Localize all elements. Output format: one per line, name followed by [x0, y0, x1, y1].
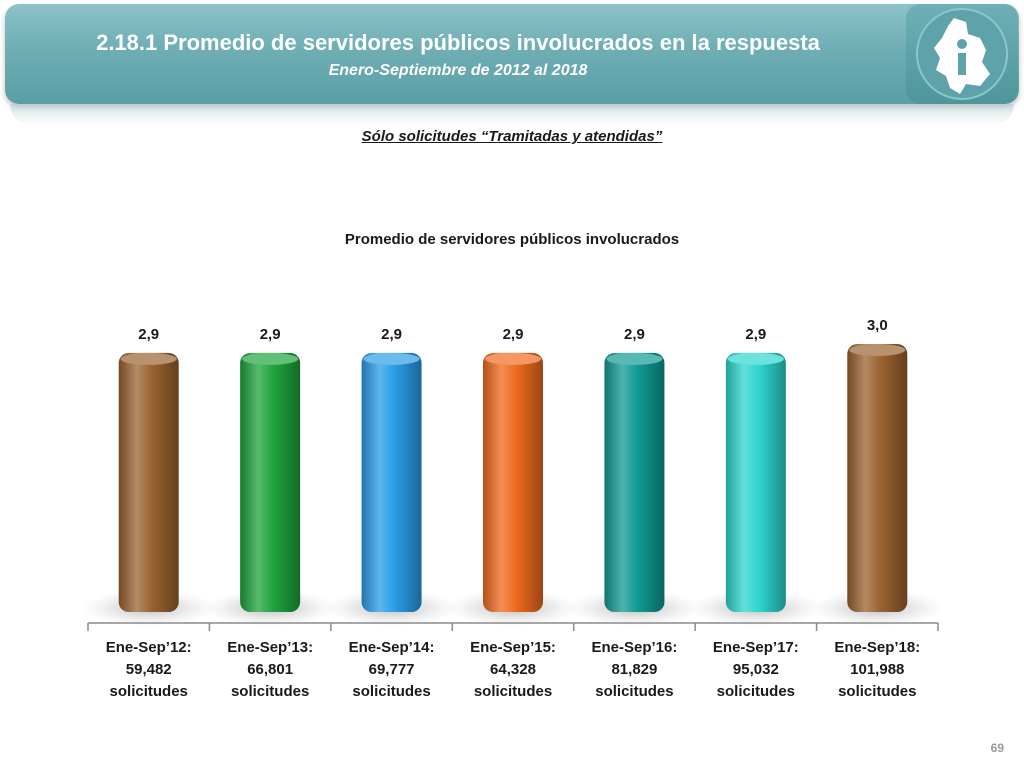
category-label-5-line-2: 81,829	[611, 661, 657, 678]
category-label-5-line-1: Ene-Sep’16:	[591, 639, 677, 656]
category-label-2-line-1: Ene-Sep’13:	[227, 639, 313, 656]
bar-3	[361, 352, 422, 612]
data-label-4: 2,9	[503, 326, 524, 343]
category-label-6-line-3: solicitudes	[717, 683, 795, 700]
category-label-4-line-3: solicitudes	[474, 683, 552, 700]
bar-2	[240, 352, 301, 612]
category-label-7-line-2: 101,988	[850, 661, 904, 678]
category-label-6-line-2: 95,032	[733, 661, 779, 678]
city-map-logo-icon	[916, 8, 1008, 100]
data-label-2: 2,9	[260, 326, 281, 343]
bar-cap-3	[363, 352, 420, 365]
category-label-5-line-3: solicitudes	[595, 683, 673, 700]
category-label-7-line-1: Ene-Sep’18:	[834, 639, 920, 656]
header-banner-shadow	[10, 104, 1014, 126]
bar-cap-6	[727, 352, 784, 365]
bar-cap-4	[485, 352, 541, 365]
category-label-1-line-1: Ene-Sep’12:	[106, 639, 192, 656]
category-label-6-line-1: Ene-Sep’17:	[713, 639, 799, 656]
bar-6	[725, 352, 786, 612]
category-label-1-line-2: 59,482	[126, 661, 172, 678]
category-label-3-line-3: solicitudes	[352, 683, 430, 700]
bar-4	[483, 352, 543, 612]
header-banner	[5, 4, 1019, 104]
bar-5	[604, 352, 665, 612]
bar-1	[118, 352, 179, 612]
filter-note: Sólo solicitudes “Tramitadas y atendidas…	[361, 128, 663, 145]
bar-cap-2	[242, 352, 299, 365]
category-label-1-line-3: solicitudes	[110, 683, 188, 700]
bar-7	[847, 344, 908, 612]
data-label-7: 3,0	[867, 317, 888, 334]
category-label-2-line-2: 66,801	[247, 661, 293, 678]
category-label-4-line-1: Ene-Sep’15:	[470, 639, 556, 656]
category-label-7-line-3: solicitudes	[838, 683, 916, 700]
data-label-5: 2,9	[624, 326, 645, 343]
category-label-3-line-1: Ene-Sep’14:	[349, 639, 435, 656]
category-label-2-line-3: solicitudes	[231, 683, 309, 700]
logo	[906, 4, 1018, 104]
bar-cap-1	[120, 352, 177, 365]
page-subtitle: Enero-Septiembre de 2012 al 2018	[328, 62, 588, 79]
page-number: 69	[990, 741, 1004, 755]
page-title: 2.18.1 Promedio de servidores públicos i…	[96, 30, 820, 55]
data-label-3: 2,9	[381, 326, 402, 343]
data-label-6: 2,9	[745, 326, 766, 343]
category-label-3-line-2: 69,777	[369, 661, 415, 678]
bar-cap-7	[849, 344, 906, 356]
category-label-4-line-2: 64,328	[490, 661, 536, 678]
bar-cap-5	[606, 352, 663, 365]
data-label-1: 2,9	[138, 326, 159, 343]
chart-title: Promedio de servidores públicos involucr…	[344, 231, 680, 248]
